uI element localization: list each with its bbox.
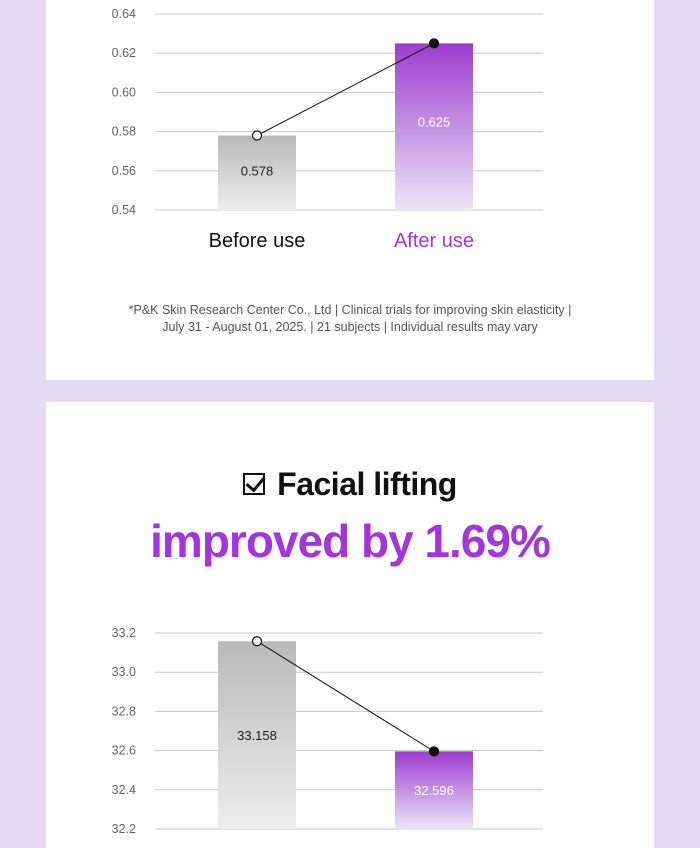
bar-value-label: 0.578	[241, 164, 274, 179]
bar-value-label: 32.596	[414, 783, 454, 798]
section-heading: Facial lifting	[46, 466, 654, 503]
y-tick-label: 0.60	[112, 85, 136, 99]
y-tick-label: 32.6	[112, 744, 136, 758]
y-tick-label: 32.2	[112, 822, 136, 836]
marker-after	[428, 746, 440, 757]
bar-after-use	[395, 43, 473, 211]
category-before-use: Before use	[209, 230, 306, 252]
y-tick-label: 0.64	[112, 7, 136, 21]
footnote-line-1: *P&K Skin Research Center Co., Ltd | Cli…	[128, 303, 572, 317]
elasticity-chart: 0.54 0.56 0.58 0.60 0.62 0.64 0.578 Before use 0…	[112, 7, 543, 252]
y-tick-label: 33.2	[112, 626, 136, 640]
y-tick-label: 32.8	[112, 704, 136, 718]
y-tick-label: 33.0	[112, 665, 136, 679]
y-tick-label: 0.58	[112, 125, 136, 139]
marker-before	[251, 636, 263, 647]
bar-before-use	[218, 135, 296, 210]
lifting-card: Facial lifting improved by 1.69% 32.2 32.…	[46, 402, 654, 848]
y-tick-label: 0.56	[112, 164, 136, 178]
bar-value-label: 0.625	[418, 115, 451, 130]
checkbox-icon	[243, 472, 266, 495]
y-tick-label: 32.4	[112, 783, 136, 797]
footnote: *P&K Skin Research Center Co., Ltd | Cli…	[46, 302, 654, 336]
trend-line	[256, 42, 435, 136]
footnote-line-2: July 31 - August 01, 2025. | 21 subjects…	[162, 320, 538, 334]
improvement-highlight: improved by 1.69%	[150, 515, 551, 567]
bar-before-use	[218, 641, 296, 829]
category-after-use: After use	[394, 230, 474, 252]
marker-after	[428, 38, 440, 49]
y-tick-label: 0.62	[112, 46, 136, 60]
trend-line	[256, 640, 435, 752]
y-tick-label: 0.54	[112, 203, 136, 217]
elasticity-card: 0.54 0.56 0.58 0.60 0.62 0.64 0.578 Before use 0…	[46, 0, 654, 380]
marker-before	[251, 130, 263, 141]
heading-text: Facial lifting	[277, 466, 457, 502]
bar-value-label: 33.158	[237, 728, 277, 743]
bar-after-use	[395, 751, 473, 829]
lifting-chart: 32.2 32.4 32.6 32.8 33.0 33.2 33.158 32.596	[112, 626, 543, 836]
